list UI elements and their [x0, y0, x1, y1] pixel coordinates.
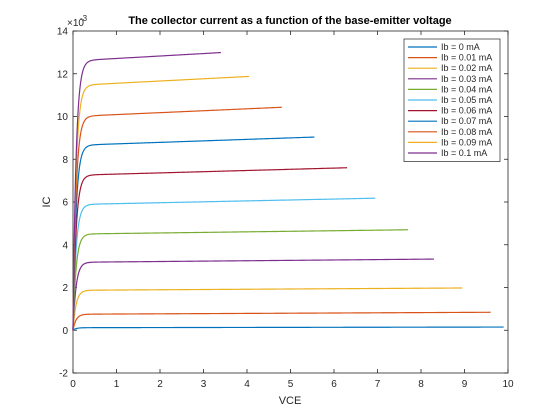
x-tick-label: 3 [201, 379, 207, 390]
x-axis-label: VCE [279, 395, 302, 407]
y-exponent-base: ×10 [67, 18, 84, 29]
chart-title: The collector current as a function of t… [128, 15, 451, 27]
y-tick-label: 10 [57, 112, 69, 123]
series-lines [72, 51, 504, 331]
x-tick-label: 8 [418, 379, 424, 390]
legend-entry: Ib = 0.02 mA [441, 63, 492, 73]
series-line [72, 311, 491, 331]
x-tick-label: 4 [244, 379, 250, 390]
legend-entry: Ib = 0.09 mA [441, 137, 492, 147]
y-axis-exponent: ×10 -3 [67, 14, 88, 29]
y-tick-label: 14 [57, 27, 69, 38]
x-tick-label: 7 [375, 379, 381, 390]
y-tick-label: 12 [57, 69, 69, 80]
legend-entry: Ib = 0.1 mA [441, 148, 487, 158]
x-tick-label: 9 [462, 379, 468, 390]
legend-entry: Ib = 0.04 mA [441, 84, 492, 94]
series-line [72, 167, 348, 331]
y-tick-labels: -2 0 2 4 6 8 10 12 14 [57, 27, 69, 380]
x-tick-labels: 0 1 2 3 4 5 6 7 8 9 10 [70, 379, 514, 390]
legend-entry: Ib = 0.01 mA [441, 53, 492, 63]
legend-entry: Ib = 0.07 mA [441, 116, 492, 126]
y-tick-label: 2 [62, 283, 68, 294]
y-exponent-power: -3 [80, 14, 88, 23]
x-tick-label: 0 [70, 379, 76, 390]
legend-entry: Ib = 0.05 mA [441, 95, 492, 105]
y-tick-label: 8 [62, 155, 68, 166]
legend-entry: Ib = 0 mA [441, 42, 480, 52]
x-tick-label: 10 [502, 379, 514, 390]
y-tick-label: 0 [62, 326, 68, 337]
series-line [72, 229, 408, 331]
series-line [72, 326, 504, 331]
series-line [72, 258, 435, 331]
series-line [72, 287, 463, 331]
x-tick-label: 6 [331, 379, 337, 390]
legend-entry: Ib = 0.06 mA [441, 106, 492, 116]
x-tick-label: 1 [114, 379, 120, 390]
x-tick-label: 2 [157, 379, 163, 390]
legend-entry: Ib = 0.03 mA [441, 74, 492, 84]
y-tick-label: 6 [62, 198, 68, 209]
series-line [72, 197, 376, 331]
series-line [72, 75, 250, 331]
series-line [72, 51, 221, 331]
y-axis-label: IC [41, 196, 53, 207]
y-tick-label: -2 [59, 369, 68, 380]
series-line [72, 106, 282, 331]
x-tick-label: 5 [288, 379, 294, 390]
y-tick-label: 4 [62, 240, 68, 251]
series-line [72, 136, 315, 331]
legend-entry: Ib = 0.08 mA [441, 127, 492, 137]
